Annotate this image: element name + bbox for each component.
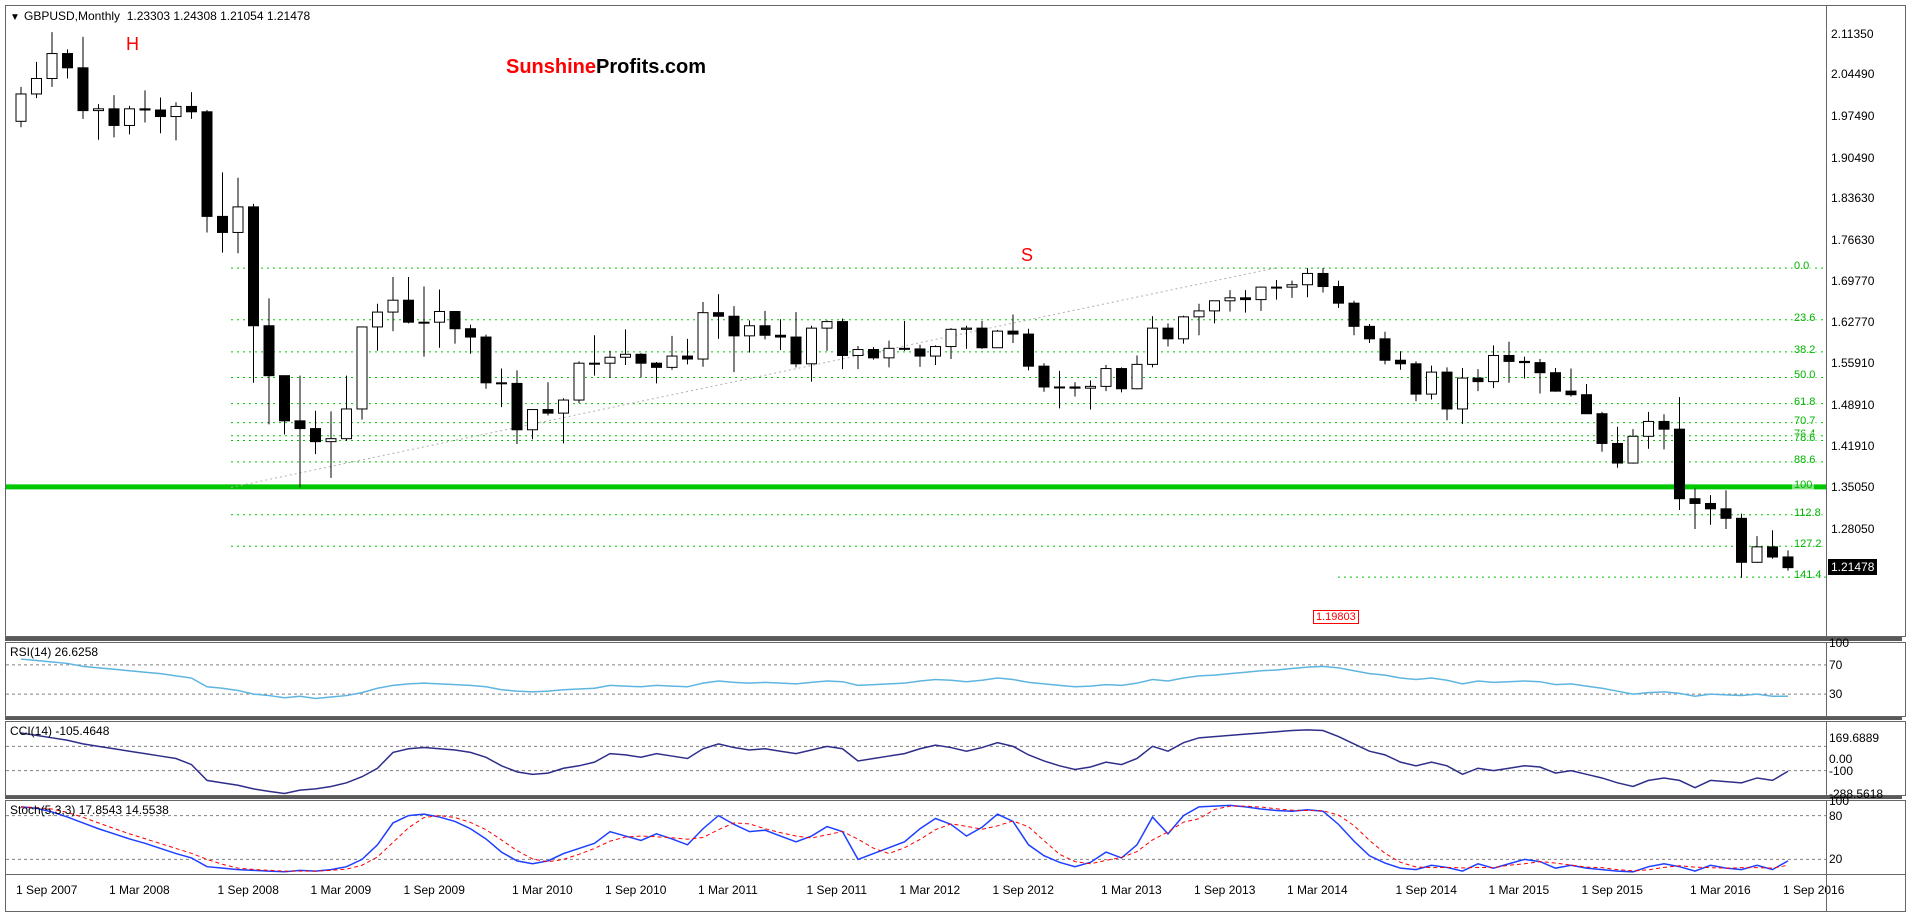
fib-label: 112.8 xyxy=(1792,507,1823,519)
price-tick: 1.90490 xyxy=(1831,151,1874,165)
rsi-axis: 1007030 xyxy=(1826,642,1906,717)
ind-tick: 30 xyxy=(1829,687,1842,701)
stoch-axis: 1008020 xyxy=(1826,800,1906,875)
cci-panel[interactable]: CCI(14) -105.4648 xyxy=(5,721,1827,796)
price-chart-svg xyxy=(6,6,1826,636)
price-tick: 1.55910 xyxy=(1831,356,1874,370)
rsi-title: RSI(14) 26.6258 xyxy=(10,645,98,659)
x-tick: 1 Sep 2010 xyxy=(605,883,666,897)
x-tick: 1 Mar 2009 xyxy=(311,883,372,897)
ind-tick: -100 xyxy=(1829,764,1853,778)
cci-svg xyxy=(6,722,1826,795)
x-tick: 1 Mar 2011 xyxy=(698,883,758,897)
fib-label: 70.7 xyxy=(1792,415,1817,427)
price-tick: 1.62770 xyxy=(1831,315,1874,329)
fib-label: 61.8 xyxy=(1792,396,1817,408)
rsi-svg xyxy=(6,643,1826,716)
x-tick: 1 Sep 2015 xyxy=(1582,883,1643,897)
fib-label: 127.2 xyxy=(1792,538,1824,550)
x-tick: 1 Mar 2013 xyxy=(1101,883,1162,897)
annotation-H: H xyxy=(126,34,139,55)
fib-label: 23.6 xyxy=(1792,312,1817,324)
x-tick: 1 Mar 2012 xyxy=(900,883,961,897)
ind-tick: 169.6889 xyxy=(1829,731,1879,745)
x-tick: 1 Sep 2011 xyxy=(807,883,868,897)
x-tick: 1 Sep 2013 xyxy=(1194,883,1255,897)
fib-label: 50.0 xyxy=(1792,369,1817,381)
fib-label: 100 xyxy=(1792,479,1814,491)
rsi-panel[interactable]: RSI(14) 26.6258 xyxy=(5,642,1827,717)
x-axis: 1 Sep 2007 1 Mar 2008 1 Sep 2008 1 Mar 2009… xyxy=(5,874,1827,912)
x-tick: 1 Mar 2010 xyxy=(512,883,573,897)
price-tick: 2.04490 xyxy=(1831,67,1874,81)
fib-label: 78.6 xyxy=(1792,432,1817,444)
price-tick: 1.48910 xyxy=(1831,398,1874,412)
x-tick: 1 Mar 2014 xyxy=(1287,883,1348,897)
price-axis: 2.11350 2.04490 1.97490 1.90490 1.83630 1.766… xyxy=(1826,5,1906,637)
x-tick: 1 Mar 2016 xyxy=(1690,883,1751,897)
current-price-label: 1.21478 xyxy=(1828,559,1877,575)
x-tick: 1 Sep 2014 xyxy=(1396,883,1457,897)
x-axis-right xyxy=(1826,874,1906,912)
x-tick: 1 Sep 2012 xyxy=(993,883,1054,897)
fib-label: 0.0 xyxy=(1792,260,1811,272)
ind-tick: 100 xyxy=(1829,794,1849,808)
watermark: SunshineProfits.com xyxy=(506,56,706,79)
price-tick: 1.97490 xyxy=(1831,109,1874,123)
low-price-box: 1.19803 xyxy=(1313,610,1359,624)
cci-title: CCI(14) -105.4648 xyxy=(10,724,109,738)
ind-tick: 100 xyxy=(1829,636,1849,650)
price-tick: 1.41910 xyxy=(1831,439,1874,453)
fib-label: 38.2 xyxy=(1792,344,1817,356)
separator-1[interactable] xyxy=(5,637,1902,641)
fib-label: 88.6 xyxy=(1792,454,1817,466)
ind-tick: 20 xyxy=(1829,852,1842,866)
chart-root: ▼ GBPUSD,Monthly 1.23303 1.24308 1.21054… xyxy=(0,0,1908,920)
fib-label: 141.4 xyxy=(1792,569,1824,581)
price-tick: 1.76630 xyxy=(1831,233,1874,247)
price-tick: 1.69770 xyxy=(1831,274,1874,288)
price-tick: 1.28050 xyxy=(1831,522,1874,536)
stoch-svg xyxy=(6,801,1826,874)
x-tick: 1 Sep 2007 xyxy=(16,883,77,897)
price-tick: 1.35050 xyxy=(1831,480,1874,494)
stoch-title: Stoch(5,3,3) 17.8543 14.5538 xyxy=(10,803,169,817)
x-tick: 1 Sep 2009 xyxy=(404,883,465,897)
cci-axis: 169.68890.00-100-288.5618 xyxy=(1826,721,1906,796)
x-tick: 1 Sep 2008 xyxy=(218,883,279,897)
annotation-S: S xyxy=(1021,245,1033,266)
symbol-title: GBPUSD,Monthly 1.23303 1.24308 1.21054 1… xyxy=(24,9,310,23)
x-tick: 1 Mar 2008 xyxy=(109,883,170,897)
dropdown-icon[interactable]: ▼ xyxy=(10,12,20,23)
stoch-panel[interactable]: Stoch(5,3,3) 17.8543 14.5538 xyxy=(5,800,1827,875)
price-tick: 2.11350 xyxy=(1831,27,1874,41)
ind-tick: 80 xyxy=(1829,809,1842,823)
x-tick: 1 Mar 2015 xyxy=(1489,883,1550,897)
ind-tick: 70 xyxy=(1829,658,1842,672)
price-tick: 1.83630 xyxy=(1831,191,1874,205)
price-panel[interactable]: ▼ GBPUSD,Monthly 1.23303 1.24308 1.21054… xyxy=(5,5,1827,637)
